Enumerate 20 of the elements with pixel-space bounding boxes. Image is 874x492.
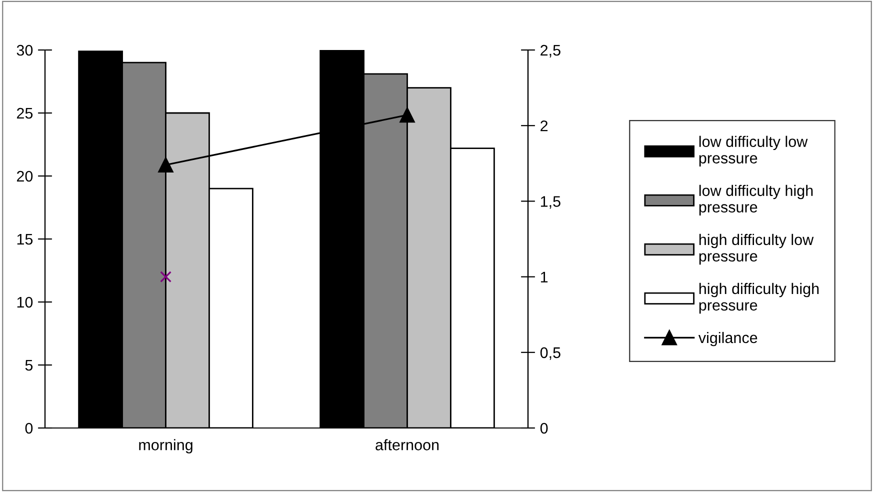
y-tick-label: 5 xyxy=(25,360,33,371)
x-tick-label: morning xyxy=(139,439,192,454)
legend-label: vigilance xyxy=(698,332,758,346)
y2-tick-label: 2,5 xyxy=(540,44,560,58)
y-tick-label: 15 xyxy=(17,234,33,245)
legend-label: low difficulty high pressure xyxy=(699,184,813,216)
y-tick-label: 25 xyxy=(16,108,33,119)
y2-tick-label: 1 xyxy=(540,272,548,282)
y-tick-label: 10 xyxy=(17,296,33,308)
y2-tick-label: 0,5 xyxy=(540,347,560,360)
y-tick-label: 30 xyxy=(16,44,33,56)
legend-label: high difficulty low pressure xyxy=(699,234,814,265)
legend-label: high difficulty high pressure xyxy=(699,282,819,314)
y2-tick-label: 1,5 xyxy=(540,196,560,209)
y2-tick-label: 0 xyxy=(540,422,548,434)
legend-label: low difficulty low pressure xyxy=(699,136,808,167)
y-tick-label: 20 xyxy=(16,170,33,182)
x-tick-label: afternoon xyxy=(376,439,439,450)
y-tick-label: 0 xyxy=(25,422,33,434)
y2-tick-label: 2 xyxy=(540,120,548,132)
